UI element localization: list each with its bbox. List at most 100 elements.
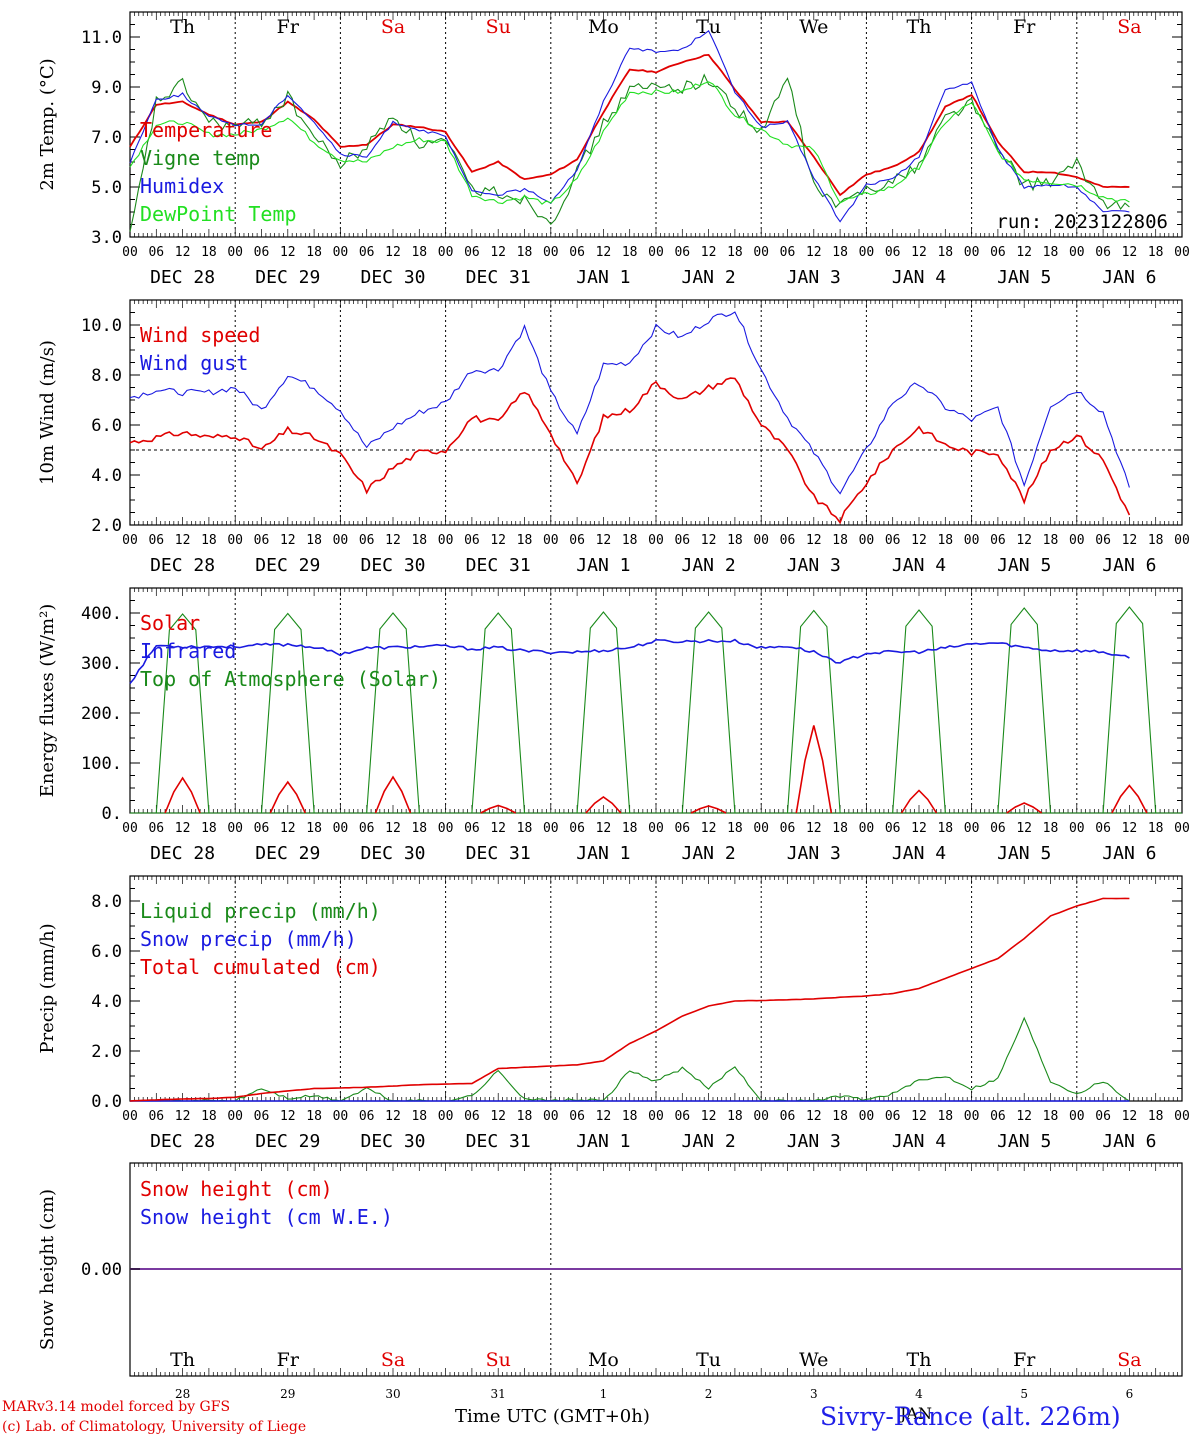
hour-tick-label: 18 [832,1109,848,1124]
weekday-label: Mo [588,1349,619,1371]
hour-tick-label: 06 [254,533,270,548]
hour-tick-label: 12 [806,533,822,548]
series-0 [129,377,1131,525]
hour-tick-label: 18 [1043,533,1059,548]
date-label: DEC 30 [360,267,425,288]
hour-tick-label: 06 [990,533,1006,548]
hour-tick-label: 00 [122,821,138,836]
hour-tick-label: 12 [1016,533,1032,548]
hour-tick-label: 06 [1095,245,1111,260]
legend-snow-height-cm-w-e-: Snow height (cm W.E.) [140,1205,393,1229]
hour-tick-label: 12 [385,533,401,548]
hour-tick-label: 00 [438,821,454,836]
hour-tick-label: 06 [569,821,585,836]
date-label: JAN 3 [787,555,841,576]
solar-day-1 [269,780,307,814]
short-date-label: 4 [915,1387,923,1401]
hour-tick-label: 12 [701,245,717,260]
hour-tick-label: 06 [780,245,796,260]
toa-day-4 [576,611,631,814]
y-tick-label: 4.0 [91,992,122,1012]
hour-tick-label: 00 [1069,1109,1085,1124]
date-label: DEC 31 [466,555,531,576]
hour-tick-label: 06 [990,245,1006,260]
date-label: JAN 6 [1102,555,1156,576]
hour-tick-label: 12 [385,1109,401,1124]
hour-tick-label: 00 [333,533,349,548]
hour-tick-label: 18 [201,821,217,836]
date-label: JAN 5 [997,1131,1051,1152]
weekday-label: Fr [1013,1349,1036,1371]
hour-tick-label: 06 [254,821,270,836]
hour-tick-label: 12 [911,821,927,836]
solar-day-4 [585,796,622,814]
series-3 [129,81,1130,205]
hour-tick-label: 18 [727,1109,743,1124]
hour-tick-label: 06 [464,245,480,260]
hour-tick-label: 00 [1069,533,1085,548]
hour-tick-label: 00 [964,1109,980,1124]
hour-tick-label: 18 [937,1109,953,1124]
date-label: DEC 28 [150,267,215,288]
hour-tick-label: 00 [333,821,349,836]
solar-day-3 [480,804,517,814]
hour-tick-label: 06 [885,533,901,548]
hour-tick-label: 00 [1069,245,1085,260]
hour-tick-label: 00 [227,821,243,836]
hour-tick-label: 12 [701,821,717,836]
y-tick-label: 0.0 [91,1092,122,1112]
weekday-label: Fr [277,1349,300,1371]
date-label: DEC 31 [466,267,531,288]
date-label: DEC 29 [255,267,320,288]
y-tick-label: 11.0 [81,28,122,48]
series-1 [129,311,1130,495]
y-tick-label: 100. [81,754,122,774]
hour-tick-label: 06 [569,245,585,260]
hour-tick-label: 18 [517,821,533,836]
hour-tick-label: 12 [806,1109,822,1124]
hour-tick-label: 12 [806,245,822,260]
y-axis-label: Precip (mm/h) [37,923,58,1053]
hour-tick-label: 00 [964,821,980,836]
hour-tick-label: 18 [306,533,322,548]
hour-tick-label: 00 [648,533,664,548]
hour-tick-label: 12 [280,533,296,548]
hour-tick-label: 00 [1174,245,1190,260]
hour-tick-label: 00 [964,533,980,548]
weekday-label: Th [170,16,195,38]
weekday-label: Sa [381,16,405,38]
legend-liquid-precip-mm-h-: Liquid precip (mm/h) [140,899,381,923]
y-tick-label: 3.0 [91,228,122,248]
hour-tick-label: 00 [438,245,454,260]
y-tick-label: 2.0 [91,1042,122,1062]
hour-tick-label: 00 [543,533,559,548]
hour-tick-label: 00 [227,245,243,260]
y-tick-label: 5.0 [91,178,122,198]
toa-day-1 [260,612,315,814]
toa-day-7 [892,609,946,814]
hour-tick-label: 18 [622,821,638,836]
toa-day-3 [471,612,526,814]
hour-tick-label: 06 [359,1109,375,1124]
solar-day-6 [795,725,833,814]
hour-tick-label: 06 [464,821,480,836]
y-tick-label: 8.0 [91,366,122,386]
hour-tick-label: 18 [411,245,427,260]
y-axis-label: Energy fluxes (W/m²) [37,604,58,798]
y-tick-label: 300. [81,654,122,674]
hour-tick-label: 06 [885,245,901,260]
date-label: JAN 6 [1102,843,1156,864]
date-label: JAN 2 [682,1131,736,1152]
y-tick-label: 9.0 [91,78,122,98]
hour-tick-label: 06 [780,533,796,548]
hour-tick-label: 06 [464,533,480,548]
hour-tick-label: 12 [596,245,612,260]
hour-tick-label: 12 [1122,533,1138,548]
hour-tick-label: 12 [385,245,401,260]
toa-day-9 [1102,606,1157,814]
hour-tick-label: 12 [490,245,506,260]
y-tick-label: 7.0 [91,128,122,148]
hour-tick-label: 18 [201,1109,217,1124]
hour-tick-label: 12 [596,1109,612,1124]
